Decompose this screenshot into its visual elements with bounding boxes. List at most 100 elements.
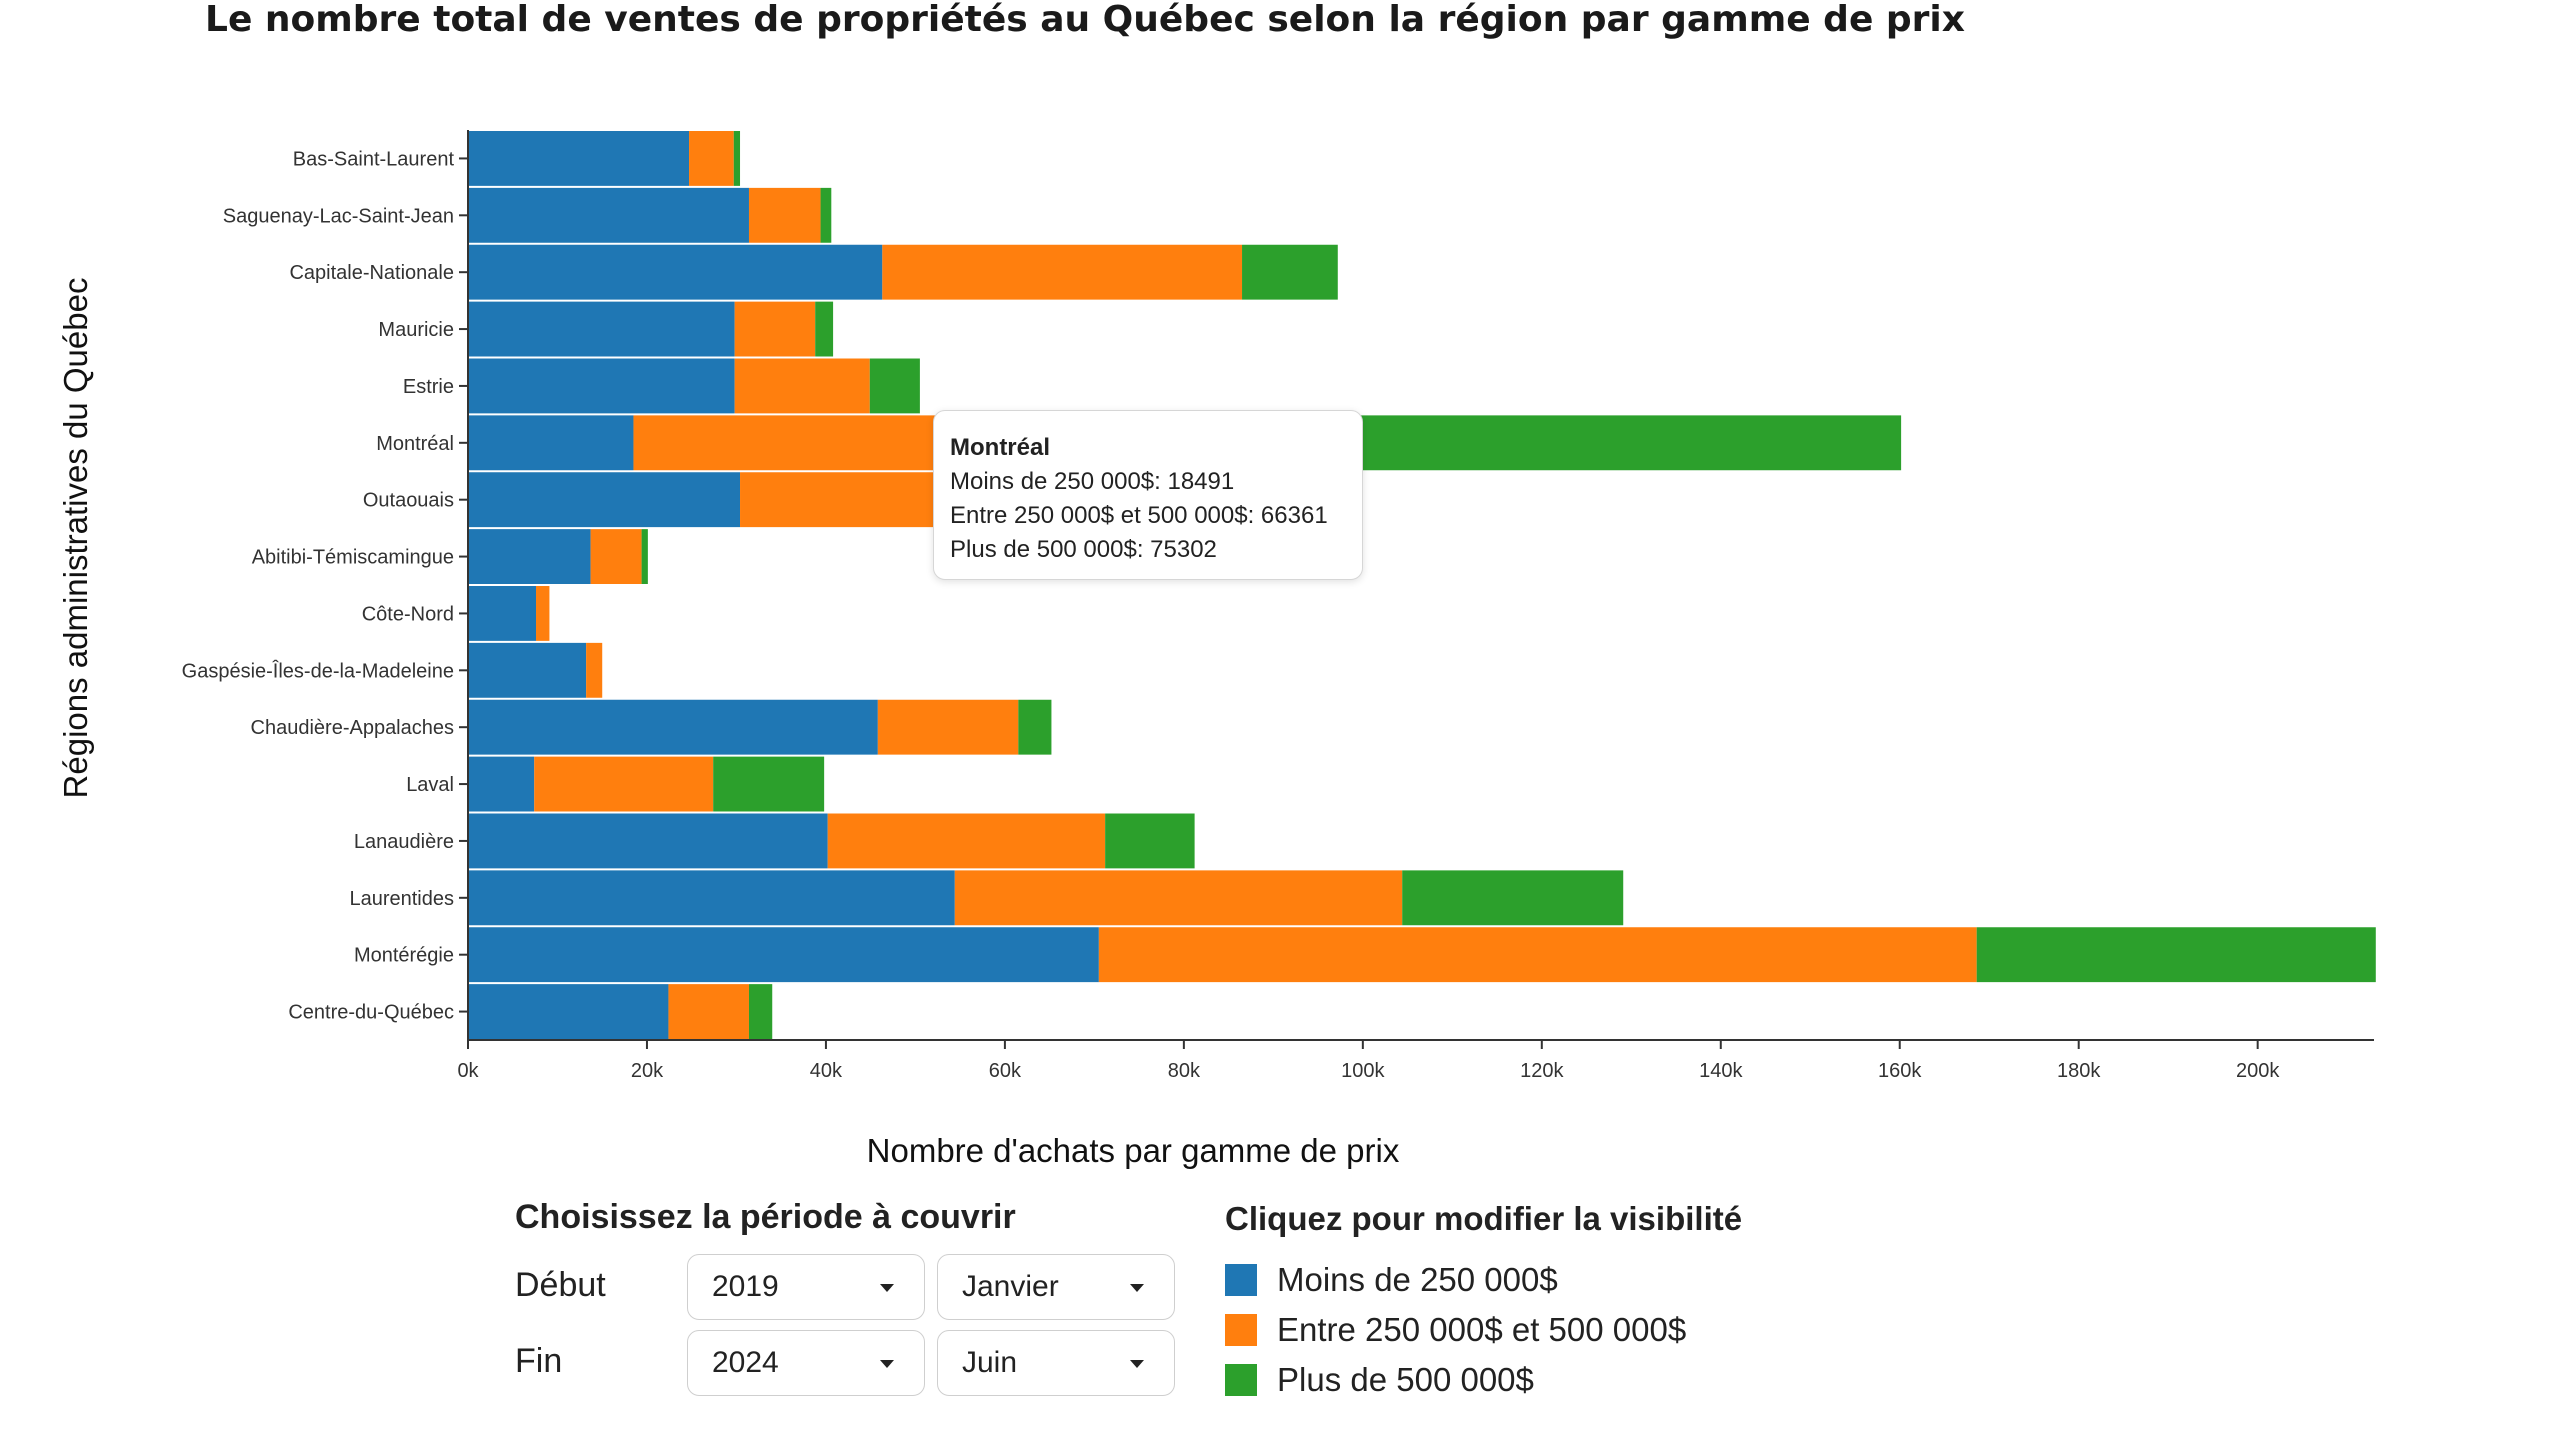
bar-abitibi-temiscamingue-series-2[interactable]	[641, 529, 648, 584]
bar-chaudiere-appalaches-series-1[interactable]	[877, 699, 1019, 755]
bar-abitibi-temiscamingue-series-0[interactable]	[468, 529, 591, 584]
legend-swatch	[1225, 1364, 1257, 1396]
period-selector: Choisissez la période à couvrir Début 20…	[515, 1198, 1175, 1418]
legend-label: Moins de 250 000$	[1277, 1261, 1558, 1298]
y-tick-label: Laval	[406, 774, 454, 796]
period-title: Choisissez la période à couvrir	[515, 1198, 1016, 1236]
y-tick-label: Côte-Nord	[362, 603, 454, 625]
bar-monteregie-series-0[interactable]	[468, 927, 1099, 983]
legend-swatch	[1225, 1264, 1257, 1296]
legend-item-under-250k[interactable]: Moins de 250 000$	[1225, 1260, 1825, 1300]
end-year-select[interactable]: 2024	[687, 1330, 925, 1396]
x-tick-label: 0k	[457, 1060, 479, 1082]
stacked-bar-chart: Bas-Saint-Laurent Saguenay-Lac-Saint-Jean…	[57, 130, 2376, 1169]
bar-capitale-nationale-series-0[interactable]	[468, 244, 883, 300]
bar-capitale-nationale-series-1[interactable]	[882, 244, 1243, 300]
bar-gaspesie-iles-de-la-madeleine-series-0[interactable]	[468, 642, 587, 698]
y-tick-label: Montérégie	[354, 945, 454, 967]
bar-cote-nord-series-1[interactable]	[536, 586, 550, 641]
bar-lanaudiere-series-0[interactable]	[468, 813, 828, 869]
start-year-value: 2019	[712, 1270, 779, 1303]
x-tick-label: 160k	[1878, 1060, 1922, 1082]
y-tick-label: Centre-du-Québec	[288, 1002, 454, 1024]
x-tick-label: 140k	[1699, 1060, 1743, 1082]
chevron-down-icon	[880, 1360, 894, 1368]
x-tick-label: 100k	[1341, 1060, 1385, 1082]
bar-abitibi-temiscamingue-series-1[interactable]	[590, 529, 642, 584]
x-tick-label: 60k	[989, 1060, 1022, 1082]
chevron-down-icon	[1130, 1284, 1144, 1292]
bar-bas-saint-laurent-series-0[interactable]	[468, 131, 690, 186]
bar-laval-series-1[interactable]	[534, 756, 714, 812]
bar-centre-du-quebec-series-1[interactable]	[668, 984, 749, 1039]
bar-mauricie-series-1[interactable]	[734, 301, 816, 357]
bar-centre-du-quebec-series-2[interactable]	[748, 984, 773, 1039]
end-year-value: 2024	[712, 1346, 779, 1379]
y-tick-label: Bas-Saint-Laurent	[293, 148, 455, 170]
legend-label: Plus de 500 000$	[1277, 1361, 1534, 1398]
legend-item-250k-500k[interactable]: Entre 250 000$ et 500 000$	[1225, 1310, 1825, 1350]
bar-centre-du-quebec-series-0[interactable]	[468, 984, 669, 1039]
x-tick-label: 40k	[810, 1060, 843, 1082]
tooltip-line-3: Plus de 500 000$: 75302	[950, 536, 1217, 563]
y-axis-title: Régions administratives du Québec	[57, 278, 94, 799]
y-tick-label: Mauricie	[378, 319, 454, 341]
bar-mauricie-series-0[interactable]	[468, 301, 735, 357]
bar-estrie-series-0[interactable]	[468, 358, 735, 414]
y-tick-label: Laurentides	[349, 888, 454, 910]
x-tick-label: 20k	[631, 1060, 664, 1082]
legend: Cliquez pour modifier la visibilité Moin…	[1225, 1200, 1865, 1420]
tooltip: Montréal Moins de 250 000$: 18491 Entre …	[933, 410, 1363, 580]
bar-lanaudiere-series-1[interactable]	[827, 813, 1106, 869]
bar-outaouais-series-0[interactable]	[468, 472, 741, 528]
y-tick-label: Estrie	[403, 376, 454, 398]
bar-laval-series-0[interactable]	[468, 756, 535, 812]
legend-title: Cliquez pour modifier la visibilité	[1225, 1200, 1743, 1237]
bar-laval-series-2[interactable]	[713, 756, 825, 812]
y-tick-label: Capitale-Nationale	[289, 262, 454, 284]
bar-monteregie-series-1[interactable]	[1098, 927, 1977, 983]
bar-cote-nord-series-0[interactable]	[468, 586, 537, 641]
x-tick-label: 180k	[2057, 1060, 2101, 1082]
bar-estrie-series-2[interactable]	[869, 358, 920, 414]
end-label: Fin	[515, 1342, 563, 1380]
chevron-down-icon	[880, 1284, 894, 1292]
bar-laurentides-series-2[interactable]	[1402, 870, 1624, 926]
bars-layer	[468, 131, 2376, 1039]
chevron-down-icon	[1130, 1360, 1144, 1368]
tooltip-line-1: Moins de 250 000$: 18491	[950, 468, 1235, 495]
start-month-value: Janvier	[962, 1270, 1059, 1303]
bar-lanaudiere-series-2[interactable]	[1105, 813, 1195, 869]
bar-laurentides-series-0[interactable]	[468, 870, 955, 926]
bar-capitale-nationale-series-2[interactable]	[1242, 244, 1338, 300]
y-axis: Bas-Saint-Laurent Saguenay-Lac-Saint-Jean…	[182, 130, 469, 1040]
x-tick-label: 200k	[2236, 1060, 2280, 1082]
bar-bas-saint-laurent-series-1[interactable]	[689, 131, 734, 186]
bar-gaspesie-iles-de-la-madeleine-series-1[interactable]	[586, 642, 603, 698]
y-tick-label: Outaouais	[363, 490, 454, 512]
start-year-select[interactable]: 2019	[687, 1254, 925, 1320]
y-tick-label: Gaspésie-Îles-de-la-Madeleine	[182, 659, 454, 682]
end-month-select[interactable]: Juin	[937, 1330, 1175, 1396]
bar-montreal-series-0[interactable]	[468, 415, 634, 471]
bar-outaouais-series-1[interactable]	[740, 472, 950, 528]
bar-saguenay-lac-saint-jean-series-1[interactable]	[748, 187, 821, 243]
x-tick-label: 80k	[1168, 1060, 1201, 1082]
bar-bas-saint-laurent-series-2[interactable]	[733, 131, 741, 186]
x-tick-label: 120k	[1520, 1060, 1564, 1082]
bar-saguenay-lac-saint-jean-series-2[interactable]	[820, 187, 832, 243]
bar-estrie-series-1[interactable]	[734, 358, 870, 414]
legend-swatch	[1225, 1314, 1257, 1346]
start-label: Début	[515, 1266, 606, 1304]
bar-chaudiere-appalaches-series-0[interactable]	[468, 699, 878, 755]
bar-laurentides-series-1[interactable]	[954, 870, 1403, 926]
legend-item-over-500k[interactable]: Plus de 500 000$	[1225, 1360, 1825, 1400]
start-month-select[interactable]: Janvier	[937, 1254, 1175, 1320]
tooltip-line-2: Entre 250 000$ et 500 000$: 66361	[950, 502, 1328, 529]
bar-saguenay-lac-saint-jean-series-0[interactable]	[468, 187, 749, 243]
y-tick-label: Chaudière-Appalaches	[251, 717, 454, 739]
bar-monteregie-series-2[interactable]	[1976, 927, 2376, 983]
page-title: Le nombre total de ventes de propriétés …	[205, 0, 1965, 40]
bar-mauricie-series-2[interactable]	[815, 301, 834, 357]
bar-chaudiere-appalaches-series-2[interactable]	[1018, 699, 1052, 755]
